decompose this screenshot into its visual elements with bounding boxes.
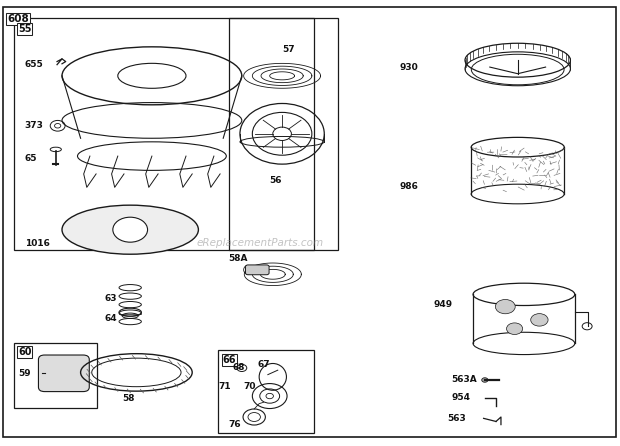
Bar: [14, 18, 314, 250]
Text: 59: 59: [19, 369, 31, 378]
Text: 608: 608: [7, 14, 29, 24]
Text: 1016: 1016: [25, 239, 50, 248]
Text: 563: 563: [448, 414, 466, 423]
Text: 66: 66: [223, 355, 236, 365]
Bar: [218, 350, 314, 433]
Text: 57: 57: [282, 45, 294, 54]
Text: 71: 71: [219, 382, 231, 391]
Bar: [14, 343, 97, 408]
Ellipse shape: [62, 205, 198, 254]
Text: 60: 60: [18, 347, 32, 357]
Circle shape: [482, 378, 488, 382]
Text: 655: 655: [25, 60, 43, 69]
Text: 58A: 58A: [228, 254, 247, 263]
Text: 70: 70: [244, 382, 256, 391]
Bar: [229, 18, 338, 250]
FancyBboxPatch shape: [38, 355, 89, 392]
Circle shape: [507, 323, 523, 334]
Circle shape: [113, 217, 148, 242]
Text: 563A: 563A: [451, 376, 477, 384]
Text: 67: 67: [258, 360, 270, 369]
Text: 68: 68: [232, 363, 245, 372]
Circle shape: [266, 393, 273, 399]
Text: 58: 58: [122, 394, 135, 403]
Text: 63: 63: [104, 294, 117, 303]
Text: 56: 56: [270, 176, 282, 185]
Text: 949: 949: [434, 300, 453, 309]
Text: 76: 76: [229, 420, 241, 429]
Text: 373: 373: [25, 121, 43, 130]
Circle shape: [531, 314, 548, 326]
Text: 986: 986: [400, 182, 419, 191]
FancyBboxPatch shape: [246, 265, 269, 275]
Circle shape: [495, 300, 515, 314]
Text: 64: 64: [104, 314, 117, 323]
Text: 65: 65: [25, 154, 37, 163]
Text: 954: 954: [451, 393, 471, 402]
Text: 55: 55: [18, 24, 32, 34]
Text: eReplacementParts.com: eReplacementParts.com: [197, 238, 324, 248]
Text: 930: 930: [400, 63, 419, 72]
